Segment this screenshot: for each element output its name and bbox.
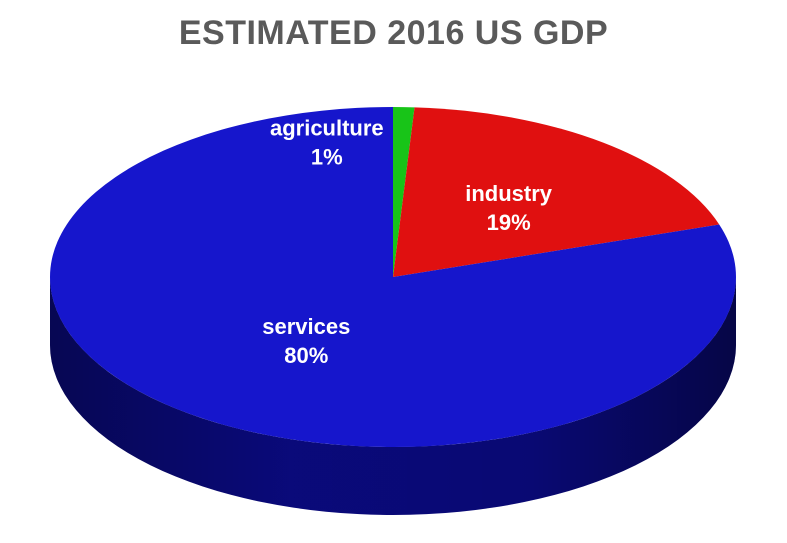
slice-value-industry: 19% (487, 210, 531, 235)
slice-label-services: services (262, 314, 350, 339)
pie-sides (50, 277, 736, 515)
pie-tops (49, 107, 736, 447)
chart-title: ESTIMATED 2016 US GDP (178, 14, 609, 52)
pie-labels: agriculture 1% industry 19% services 80% (262, 116, 553, 368)
slice-value-services: 80% (284, 343, 328, 368)
pie-side-shade-services (50, 277, 736, 515)
slice-label-industry: industry (465, 181, 553, 206)
pie-slice-services (49, 107, 736, 447)
slice-value-agriculture: 1% (311, 145, 343, 170)
slice-label-agriculture: agriculture (270, 116, 384, 141)
pie-slice-agriculture (393, 107, 415, 277)
pie-slice-industry (393, 107, 720, 278)
